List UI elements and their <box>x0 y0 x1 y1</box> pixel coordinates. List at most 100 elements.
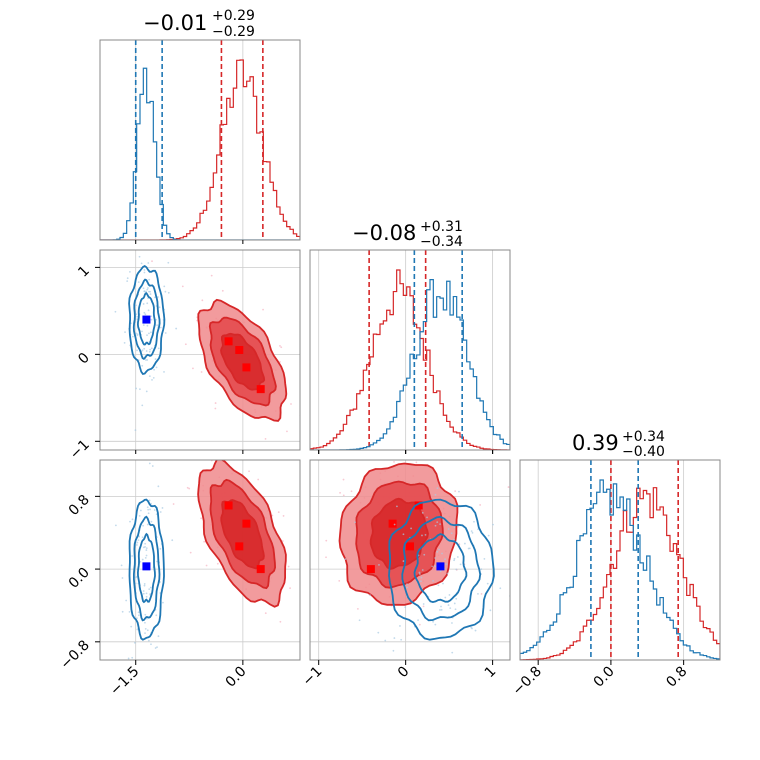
scatter-point <box>499 587 502 590</box>
scatter-point <box>342 478 345 481</box>
scatter-point <box>158 306 161 309</box>
scatter-point <box>479 504 482 506</box>
scatter-point <box>159 547 162 550</box>
scatter-point <box>139 388 141 391</box>
scatter-point <box>114 310 117 313</box>
scatter-point <box>424 533 427 536</box>
panel-2d-param-1-2 <box>310 439 510 693</box>
scatter-point <box>141 364 144 367</box>
scatter-point <box>146 523 149 526</box>
scatter-point <box>126 280 129 283</box>
scatter-point <box>438 548 440 551</box>
scatter-point <box>344 558 347 560</box>
scatter-point <box>281 540 284 542</box>
scatter-point <box>141 558 144 561</box>
scatter-point <box>426 516 428 519</box>
marker-point <box>388 519 397 528</box>
scatter-point <box>143 269 146 271</box>
scatter-point <box>415 461 418 464</box>
scatter-point <box>200 371 203 373</box>
x-tick-label: 0.0 <box>223 664 250 691</box>
scatter-point <box>192 367 194 370</box>
scatter-point <box>151 465 154 467</box>
scatter-point <box>138 535 140 538</box>
scatter-point <box>139 742 141 744</box>
scatter-point <box>124 331 126 334</box>
scatter-point <box>221 289 224 292</box>
scatter-point <box>434 493 437 496</box>
scatter-point <box>286 430 288 433</box>
scatter-point <box>257 478 260 481</box>
scatter-point <box>420 580 422 583</box>
title-minus: −0.34 <box>420 234 463 250</box>
scatter-point <box>145 592 148 595</box>
scatter-point <box>214 402 217 404</box>
scatter-point <box>434 524 437 527</box>
scatter-point <box>156 560 158 563</box>
scatter-point <box>159 511 162 513</box>
axes-frame <box>519 459 721 661</box>
scatter-point <box>455 568 458 571</box>
axes-frames <box>99 39 721 661</box>
scatter-point <box>468 439 470 441</box>
scatter-point <box>154 647 157 649</box>
scatter-point <box>434 623 437 626</box>
scatter-point <box>148 243 150 245</box>
scatter-point <box>146 324 149 327</box>
y-tick-label: 0 <box>75 350 93 368</box>
scatter-point <box>148 332 150 335</box>
scatter-point <box>431 565 434 568</box>
scatter-point <box>152 376 155 379</box>
scatter-point <box>434 557 437 559</box>
scatter-point <box>406 583 408 586</box>
scatter-point <box>421 511 424 514</box>
scatter-point <box>451 622 453 624</box>
marker-point <box>235 542 244 551</box>
scatter-point <box>146 506 149 509</box>
scatter-point <box>289 587 291 589</box>
scatter-point <box>492 523 494 526</box>
scatter-point <box>146 334 148 337</box>
contour-level-2 <box>136 292 156 346</box>
scatter-point <box>167 291 170 294</box>
scatter-point <box>442 582 444 585</box>
scatter-point <box>141 404 144 407</box>
scatter-point <box>439 523 442 526</box>
scatter-point <box>145 245 147 247</box>
scatter-point <box>147 309 150 312</box>
scatter-point <box>325 539 328 542</box>
y-tick-label: −0.8 <box>57 637 92 672</box>
scatter-point <box>201 299 204 302</box>
scatter-point <box>146 617 148 620</box>
scatter-point <box>150 520 153 523</box>
scatter-point <box>483 557 486 560</box>
scatter-point <box>150 347 153 350</box>
scatter-point <box>145 549 148 551</box>
scatter-point <box>354 521 356 524</box>
scatter-point <box>131 555 134 557</box>
marker-point <box>256 565 265 574</box>
scatter-point <box>141 330 143 333</box>
scatter-point <box>453 526 456 529</box>
scatter-point <box>143 584 146 587</box>
scatter-point <box>128 610 131 613</box>
scatter-point <box>444 558 446 561</box>
scatter-point <box>131 335 134 338</box>
scatter-point <box>441 552 443 555</box>
scatter-point <box>154 358 157 360</box>
scatter-point <box>142 524 145 527</box>
panel-hist-param-2 <box>520 460 720 660</box>
scatter-point <box>399 625 401 627</box>
scatter-point <box>406 586 409 589</box>
scatter-point <box>142 303 145 305</box>
scatter-point <box>145 359 147 361</box>
scatter-point <box>433 691 435 693</box>
scatter-point <box>378 563 380 566</box>
scatter-point <box>162 601 164 604</box>
scatter-point <box>159 326 162 329</box>
scatter-point <box>410 527 412 530</box>
scatter-point <box>150 331 152 334</box>
scatter-point <box>439 570 442 573</box>
scatter-point <box>474 629 477 632</box>
